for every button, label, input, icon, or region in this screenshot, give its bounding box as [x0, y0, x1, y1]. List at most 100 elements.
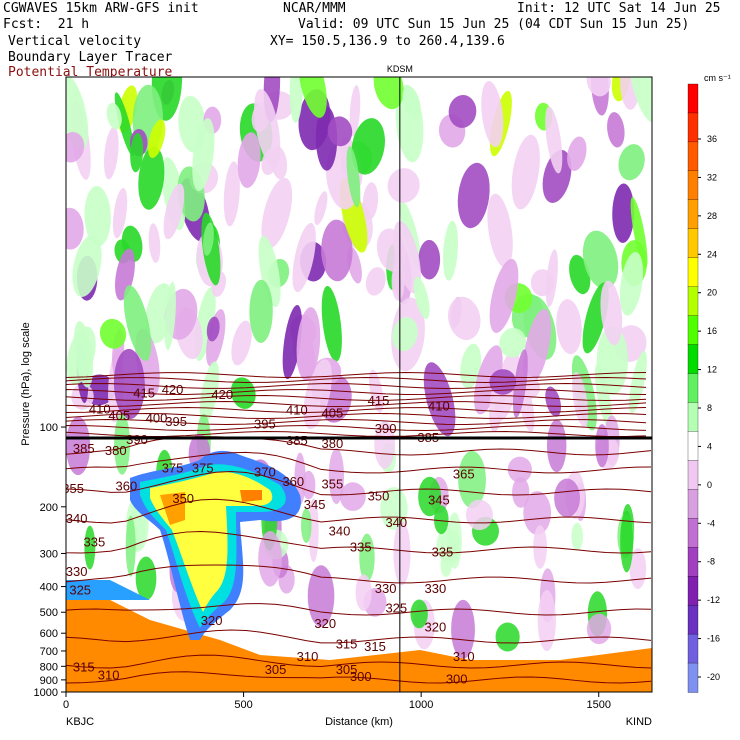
velocity-cell [512, 349, 528, 418]
velocity-cell [123, 285, 152, 361]
velocity-cell [523, 491, 552, 535]
velocity-cell [567, 136, 587, 171]
velocity-cell [327, 116, 353, 147]
velocity-cell [612, 183, 635, 243]
theta-label: 420 [162, 382, 184, 397]
velocity-cell [460, 343, 482, 389]
theta-contour [66, 498, 652, 524]
velocity-cell [523, 308, 552, 386]
theta-label: 315 [336, 636, 358, 651]
velocity-cell [387, 168, 420, 203]
plot-frame [65, 76, 653, 693]
theta-contour [66, 654, 652, 669]
theta-label: 360 [116, 478, 138, 493]
theta-label: 335 [84, 534, 106, 549]
velocity-cell [458, 451, 486, 509]
colorbar-swatch [687, 344, 699, 375]
field-potential-temperature: Potential Temperature [8, 65, 173, 80]
theta-label: 375 [162, 460, 184, 475]
velocity-cell [321, 286, 342, 362]
theta-label: 385 [73, 441, 95, 456]
colorbar-swatch [687, 518, 699, 548]
theta-label: 355 [62, 481, 84, 496]
colorbar: 36 32 28 24 20 16 12 8 4 0 -4 -8 -12 -16 -20 [687, 83, 720, 693]
theta-contour [66, 395, 647, 401]
theta-contour [66, 436, 652, 456]
velocity-cell [586, 613, 612, 645]
colorbar-tick-label: -20 [707, 672, 720, 682]
velocity-cell [206, 316, 220, 342]
theta-label: 350 [368, 488, 390, 503]
velocity-cell [148, 119, 166, 159]
theta-label: 330 [425, 581, 447, 596]
velocity-cell [582, 230, 619, 290]
colorbar-swatch [687, 547, 699, 577]
velocity-cell [512, 477, 530, 508]
velocity-cell [66, 207, 84, 250]
colorbar-tick-label: 0 [707, 480, 712, 490]
colorbar-swatch [687, 286, 699, 317]
theta-label: 375 [192, 460, 214, 475]
velocity-cell [448, 94, 477, 128]
velocity-cell [289, 77, 303, 123]
theta-label: 410 [89, 401, 111, 416]
velocity-cell [545, 386, 562, 417]
y-tick-label: 600 [40, 628, 58, 640]
velocity-cell [457, 162, 490, 229]
velocity-cell [537, 590, 556, 652]
theta-contour [66, 564, 652, 584]
velocity-cell [499, 328, 527, 358]
theta-label: 320 [201, 613, 223, 628]
x-tick-label: 1500 [586, 699, 610, 711]
theta-label: 385 [286, 433, 308, 448]
colorbar-swatch [687, 402, 699, 433]
theta-contour [66, 382, 647, 389]
colorbar-swatch [687, 199, 699, 230]
velocity-cell [307, 565, 335, 627]
colorbar-tick-label: 28 [707, 211, 717, 221]
y-tick-label: 400 [40, 582, 58, 594]
velocity-cell [410, 599, 428, 629]
velocity-cell [301, 508, 312, 544]
velocity-cell [308, 498, 319, 563]
velocity-cell [237, 132, 261, 188]
colorbar-tick-label: -4 [707, 518, 715, 528]
velocity-cell [292, 222, 316, 293]
forecast-hour: Fcst: 21 h [3, 17, 90, 32]
theta-label: 320 [425, 619, 447, 634]
theta-label: 315 [364, 639, 386, 654]
colorbar-swatch [687, 112, 699, 143]
theta-label: 335 [432, 545, 454, 560]
theta-label: 365 [453, 467, 475, 482]
velocity-cell [440, 552, 452, 577]
theta-label: 395 [165, 414, 187, 429]
velocity-cell [339, 482, 366, 511]
velocity-cell [298, 77, 327, 118]
y-axis-label: Pressure (hPa), log scale [20, 322, 32, 446]
velocity-cell [84, 185, 111, 247]
theta-contour [66, 531, 652, 554]
theta-label: 340 [385, 515, 407, 530]
colorbar-tick-label: -8 [707, 557, 715, 567]
velocity-cell [148, 223, 161, 263]
velocity-cell [511, 134, 540, 210]
velocity-cell [258, 235, 281, 307]
cross-section-coords: XY= 150.5,136.9 to 260.4,139.6 [270, 34, 505, 49]
colorbar-swatch [687, 633, 699, 664]
velocity-cell [618, 144, 645, 181]
theta-label: 370 [254, 464, 276, 479]
station-marker-label: KDSM [387, 64, 413, 74]
colorbar-tick-label: 24 [707, 249, 717, 259]
velocity-cell [99, 318, 127, 349]
x-end-station: KIND [626, 716, 652, 728]
colorbar-swatch [687, 489, 699, 519]
velocity-cell [362, 182, 379, 220]
theta-label: 410 [286, 403, 308, 418]
colorbar-tick-label: 20 [707, 288, 717, 298]
velocity-cell [135, 556, 157, 601]
velocity-cell [393, 521, 411, 586]
theta-label: 345 [428, 493, 450, 508]
velocity-cell [620, 510, 634, 573]
colorbar-tick-label: 32 [707, 172, 717, 182]
